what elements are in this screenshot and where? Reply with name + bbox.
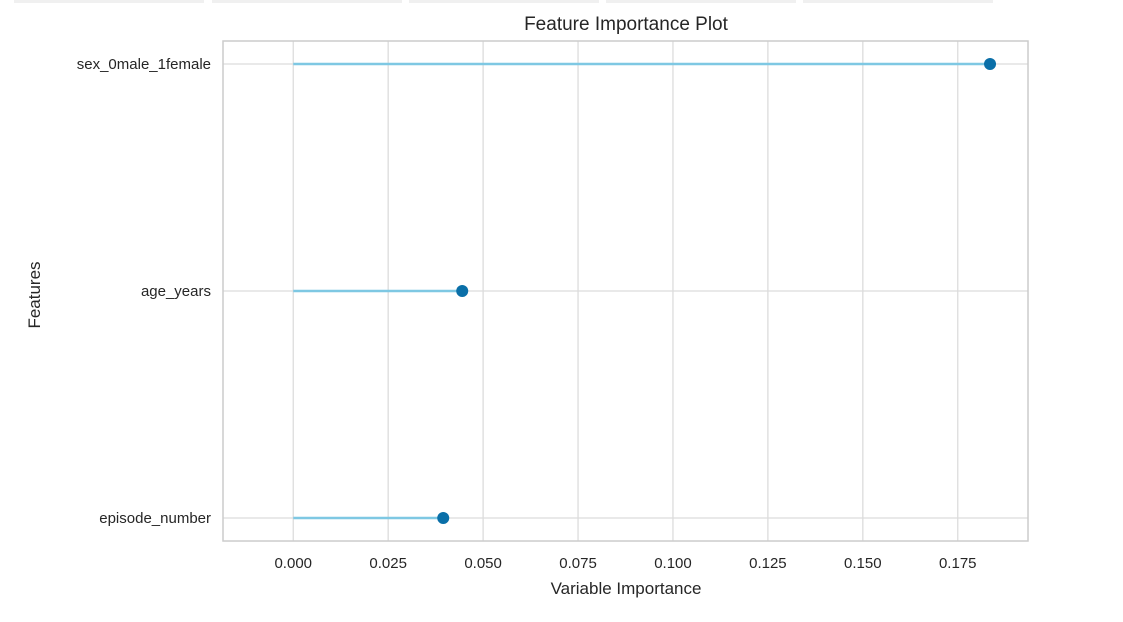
x-axis-label: Variable Importance xyxy=(551,579,702,598)
x-tick-label: 0.125 xyxy=(749,555,787,572)
y-tick-labels: sex_0male_1female age_years episode_number xyxy=(77,56,211,527)
x-tick-label: 0.000 xyxy=(274,555,312,572)
top-tab-segment xyxy=(409,0,599,3)
top-tab-segment xyxy=(606,0,796,3)
top-tab-segment xyxy=(803,0,993,3)
chart-title: Feature Importance Plot xyxy=(524,14,729,35)
x-tick-label: 0.075 xyxy=(559,555,597,572)
top-tab-segment xyxy=(212,0,402,3)
importance-point xyxy=(456,285,469,297)
importance-point xyxy=(984,58,997,70)
marks-layer xyxy=(293,58,997,524)
top-tab-strip xyxy=(0,0,1123,4)
x-tick-label: 0.100 xyxy=(654,555,692,572)
y-tick-label: age_years xyxy=(141,283,211,300)
top-tab-segment xyxy=(14,0,204,3)
y-tick-label: sex_0male_1female xyxy=(77,56,211,73)
y-axis-label: Features xyxy=(25,261,44,328)
importance-point xyxy=(437,512,450,524)
x-tick-labels: 0.000 0.025 0.050 0.075 0.100 0.125 0.150 0.175 xyxy=(274,555,976,572)
x-tick-label: 0.050 xyxy=(464,555,502,572)
x-tick-label: 0.175 xyxy=(939,555,977,572)
x-tick-label: 0.150 xyxy=(844,555,882,572)
y-tick-label: episode_number xyxy=(99,510,211,527)
x-tick-label: 0.025 xyxy=(369,555,407,572)
plot-frame xyxy=(222,40,1029,542)
